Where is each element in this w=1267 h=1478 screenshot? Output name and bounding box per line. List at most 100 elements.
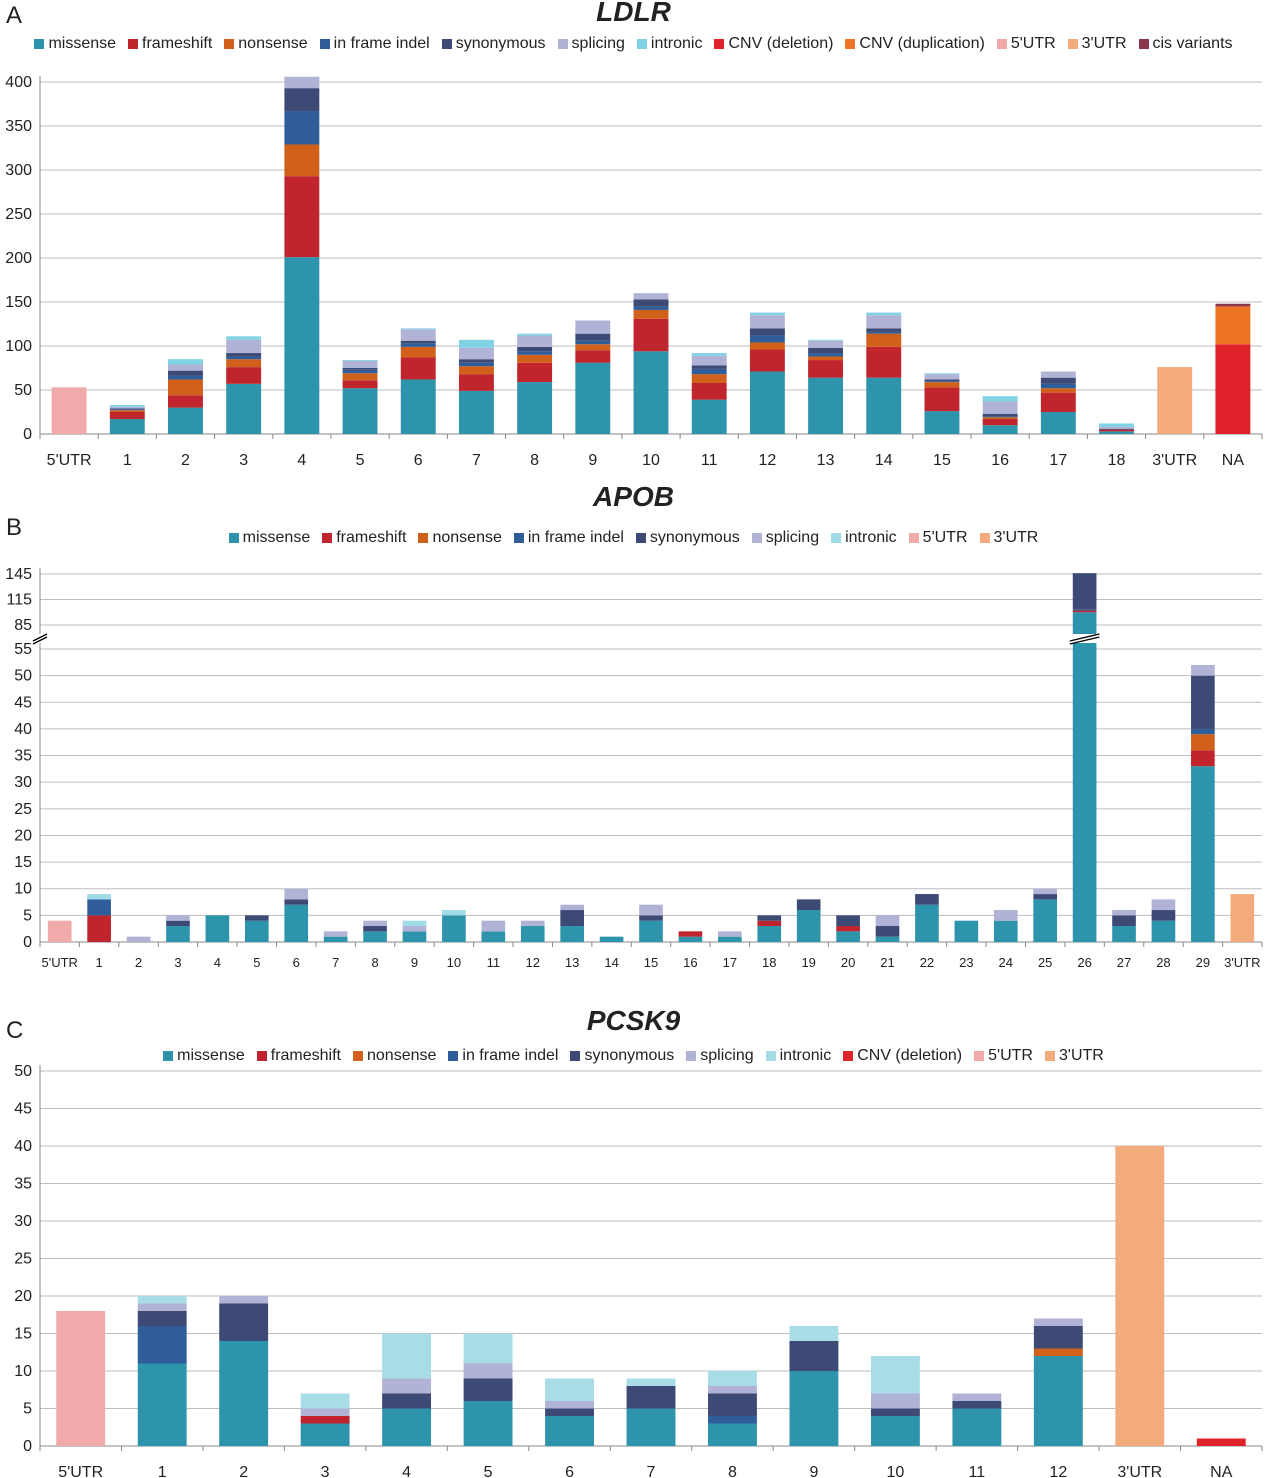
y-tick-label: 50: [14, 1063, 32, 1080]
y-tick-label: 400: [5, 74, 32, 91]
legend-swatch: [845, 39, 856, 49]
bar-segment-splicing: [866, 315, 902, 329]
panel-letter: B: [6, 514, 23, 541]
bar-segment-intronic: [866, 312, 902, 316]
panel-a: A LDLR missense frameshift nonsense in fram…: [0, 0, 1267, 478]
y-tick-label: 0: [23, 1438, 32, 1455]
bar-segment-intronic: [789, 1326, 839, 1341]
bar-segment-missense: [993, 920, 1018, 942]
legend-label: CNV (duplication): [859, 35, 985, 52]
x-tick-label: 3: [239, 452, 248, 469]
bar-segment-missense: [708, 1423, 757, 1446]
y-tick-label: 30: [14, 774, 32, 791]
legend-swatch: [570, 1051, 581, 1061]
y-tick-label: 0: [23, 934, 32, 951]
legend-swatch: [34, 39, 45, 49]
bar-segment-in-frame-indel: [284, 111, 320, 145]
bar-segment-missense: [915, 904, 939, 942]
bar-segment-frameshift: [87, 915, 111, 942]
bar-segment-nonsense: [1040, 388, 1076, 393]
legend-swatch: [979, 533, 990, 543]
panel-letter: A: [6, 2, 23, 29]
bar-segment-splicing: [219, 1296, 269, 1304]
bar-segment-intronic: [626, 1378, 676, 1386]
bar-segment-missense: [626, 1408, 676, 1446]
bar-segment-missense: [545, 1416, 594, 1446]
bar-segment-splicing: [284, 888, 309, 900]
bar-segment-intronic: [400, 328, 436, 330]
x-tick-label: 3'UTR: [1117, 1464, 1162, 1478]
y-tick-label: 15: [14, 1326, 32, 1343]
y-tick-label: 15: [14, 854, 32, 871]
bar-segment-nonsense: [342, 373, 378, 381]
y-tick-label: 40: [14, 1138, 32, 1155]
legend-item: CNV (deletion): [843, 1047, 962, 1065]
legend-swatch: [831, 533, 842, 543]
bar-segment-splicing: [749, 315, 785, 329]
bar-segment-intronic: [1099, 423, 1134, 427]
legend-label: 3'UTR: [1058, 1047, 1104, 1064]
bar-segment-missense: [284, 257, 320, 434]
bar-segment-in-frame-indel: [226, 356, 262, 360]
bar-segment-synonymous: [626, 1386, 676, 1409]
bar-segment-synonymous: [1033, 1326, 1083, 1349]
bar-segment-frameshift: [284, 176, 320, 258]
legend-item: splicing: [686, 1047, 754, 1065]
bar-segment-frameshift: [1099, 429, 1134, 432]
bar-segment-frameshift: [575, 350, 611, 363]
bar-segment-missense: [954, 920, 979, 942]
legend-swatch: [1067, 39, 1078, 49]
bar-segment-missense: [166, 926, 190, 942]
bar-segment-3-utr: [1157, 367, 1193, 434]
bar-segment-in-frame-indel: [168, 375, 203, 380]
legend-label: missense: [242, 529, 311, 546]
bar-segment-splicing: [639, 904, 663, 916]
bar-segment-intronic: [402, 920, 427, 927]
legend-item: nonsense: [224, 35, 308, 53]
bar-segment-synonymous: [109, 408, 145, 410]
y-tick-label: 50: [14, 668, 32, 685]
legend-item: 5'UTR: [996, 35, 1056, 53]
legend-swatch: [557, 39, 568, 49]
bar-segment-synonymous: [226, 353, 262, 357]
y-tick-label: 150: [5, 294, 32, 311]
bar-segment-intronic: [749, 312, 785, 316]
legend-swatch: [974, 1051, 985, 1061]
legend-item: intronic: [765, 1047, 831, 1065]
bar-segment-intronic: [870, 1356, 920, 1394]
legend-label: in frame indel: [462, 1047, 559, 1064]
bar-segment-splicing: [517, 335, 553, 347]
bar-segment-missense: [560, 926, 584, 942]
bar-segment-synonymous: [560, 910, 584, 927]
bar-segment-synonymous: [363, 926, 387, 932]
bar-segment-cnv-duplication-: [1215, 306, 1251, 345]
bar-segment-missense: [481, 931, 506, 942]
y-tick-label: 10: [14, 1363, 32, 1380]
bar-segment-missense: [1072, 612, 1097, 942]
bar-segment-intronic: [109, 404, 145, 407]
x-tick-label: 18: [1108, 452, 1126, 469]
bar-segment-missense: [875, 936, 900, 942]
legend-swatch: [1138, 39, 1149, 49]
bar-segment-synonymous: [870, 1408, 920, 1416]
bar-break-mark: [1069, 633, 1100, 645]
bar-segment-missense: [300, 1423, 350, 1446]
bar-segment-nonsense: [109, 410, 145, 412]
bar-segment-splicing: [226, 339, 262, 354]
legend-label: splicing: [571, 35, 625, 52]
bar-segment-missense: [219, 1341, 269, 1446]
bar-segment-in-frame-indel: [1040, 383, 1076, 389]
bar-segment-nonsense: [458, 366, 494, 375]
bar-segment-synonymous: [808, 347, 844, 354]
x-tick-label: 12: [1049, 1464, 1067, 1478]
legend-item: CNV (deletion): [714, 35, 833, 53]
bar-segment-in-frame-indel: [708, 1416, 757, 1424]
bar-segment-splicing: [166, 915, 190, 921]
bar-segment-intronic: [924, 373, 960, 375]
x-tick-label: 22: [920, 955, 934, 970]
legend-swatch: [843, 1051, 854, 1061]
bar-segment-frameshift: [517, 362, 553, 383]
bar-segment-frameshift: [757, 920, 782, 927]
